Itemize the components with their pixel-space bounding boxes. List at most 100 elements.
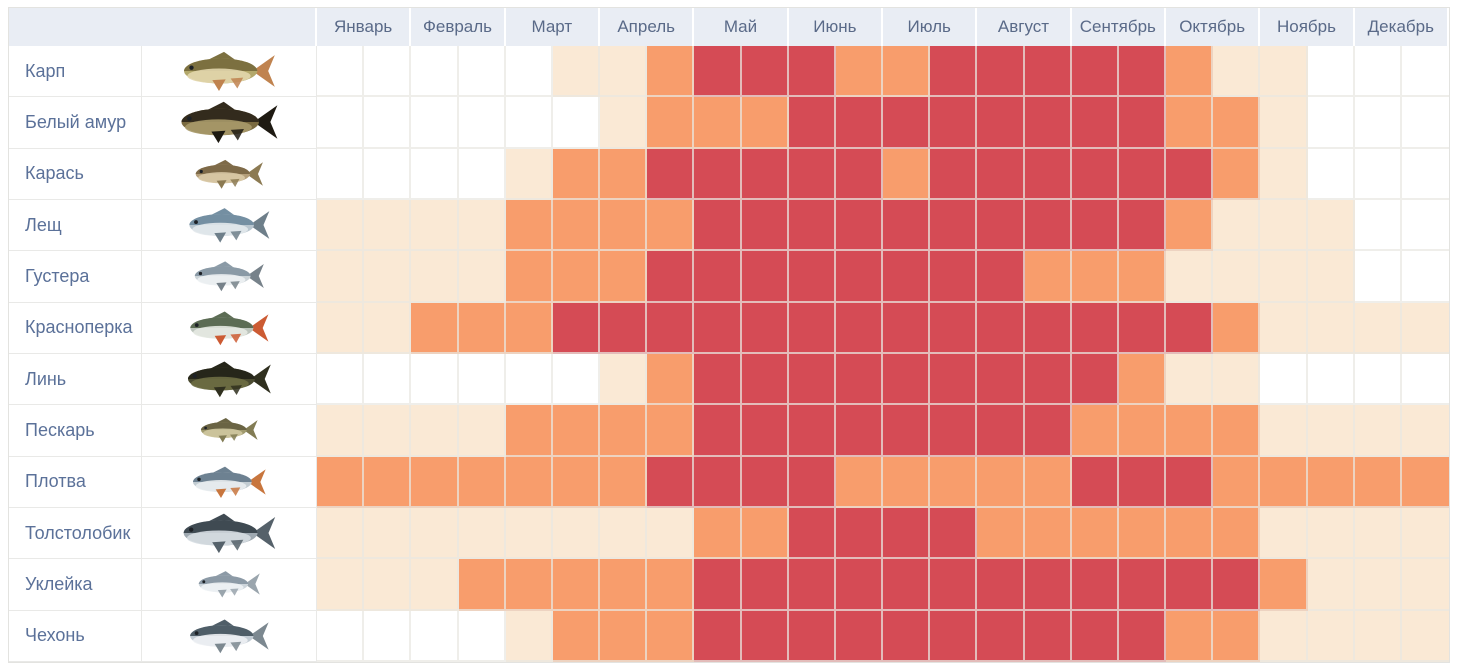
activity-cell <box>317 46 365 98</box>
activity-cell <box>930 610 978 662</box>
roach-fish-icon <box>189 465 269 499</box>
month-header-10: Октябрь <box>1166 8 1261 46</box>
activity-cell <box>458 353 506 406</box>
activity-cell <box>1401 405 1449 457</box>
activity-cell <box>1024 456 1072 508</box>
activity-cell <box>741 251 789 303</box>
activity-cell <box>1354 251 1402 303</box>
activity-cell <box>694 97 742 149</box>
activity-cell <box>694 559 742 611</box>
activity-cell <box>1118 559 1166 611</box>
activity-cell <box>835 456 883 508</box>
activity-cell <box>317 456 365 508</box>
activity-cell <box>930 46 978 98</box>
activity-cell <box>741 559 789 611</box>
activity-cell <box>317 405 365 457</box>
activity-cell <box>835 302 883 354</box>
activity-cell <box>788 302 836 354</box>
activity-cell <box>1354 456 1402 508</box>
fish-image-cell <box>142 610 317 662</box>
activity-cell <box>694 456 742 508</box>
activity-cell <box>930 353 978 406</box>
fish-image-cell <box>142 302 317 354</box>
activity-cell <box>883 302 931 354</box>
activity-cell <box>977 456 1025 508</box>
activity-cell <box>458 302 506 354</box>
activity-cell <box>1118 199 1166 252</box>
activity-cell <box>1071 97 1119 149</box>
activity-cell <box>977 46 1025 98</box>
activity-cell <box>1307 97 1355 149</box>
activity-cell <box>600 148 648 200</box>
fish-name-label: Плотва <box>9 456 142 508</box>
activity-cell <box>647 405 695 457</box>
activity-cell <box>505 559 553 611</box>
activity-cell <box>1354 199 1402 252</box>
activity-cell <box>600 405 648 457</box>
activity-cell <box>600 199 648 252</box>
activity-cell <box>883 199 931 252</box>
sabrefish-fish-icon <box>170 618 288 654</box>
activity-cell <box>411 148 459 200</box>
activity-cell <box>883 353 931 406</box>
activity-cell <box>694 251 742 303</box>
activity-cell <box>647 610 695 662</box>
table-corner-header <box>9 8 317 46</box>
white-bream-fish-icon <box>191 258 267 294</box>
activity-cell <box>835 405 883 457</box>
activity-cell <box>1166 559 1214 611</box>
activity-cell <box>694 507 742 560</box>
activity-cell <box>552 353 600 406</box>
activity-cell <box>1118 405 1166 457</box>
activity-cell <box>505 610 553 662</box>
activity-cell <box>1307 353 1355 406</box>
activity-cell <box>411 456 459 508</box>
month-header-7: Июль <box>883 8 978 46</box>
activity-cell <box>1024 199 1072 252</box>
activity-cell <box>1213 405 1261 457</box>
activity-cell <box>1307 148 1355 200</box>
activity-cell <box>364 507 412 560</box>
activity-cell <box>1401 199 1449 252</box>
gudgeon-fish-icon <box>194 417 264 443</box>
activity-cell <box>741 353 789 406</box>
activity-cell <box>1260 251 1308 303</box>
activity-cell <box>741 507 789 560</box>
activity-cell <box>1354 353 1402 406</box>
activity-cell <box>1024 251 1072 303</box>
activity-cell <box>647 353 695 406</box>
activity-cell <box>317 559 365 611</box>
fish-name-label: Пескарь <box>9 405 142 457</box>
activity-cell <box>411 199 459 252</box>
activity-cell <box>505 148 553 200</box>
activity-cell <box>317 610 365 662</box>
activity-cell <box>1024 610 1072 662</box>
activity-cell <box>411 507 459 560</box>
activity-cell <box>600 507 648 560</box>
activity-cell <box>1024 507 1072 560</box>
activity-cell <box>552 97 600 149</box>
activity-cell <box>1118 251 1166 303</box>
activity-cell <box>883 97 931 149</box>
activity-cell <box>505 405 553 457</box>
activity-cell <box>1213 199 1261 252</box>
activity-cell <box>600 302 648 354</box>
activity-cell <box>411 97 459 149</box>
activity-cell <box>1213 251 1261 303</box>
activity-cell <box>977 559 1025 611</box>
activity-cell <box>883 148 931 200</box>
activity-cell <box>600 610 648 662</box>
activity-cell <box>1213 507 1261 560</box>
activity-cell <box>977 148 1025 200</box>
activity-cell <box>600 559 648 611</box>
activity-cell <box>1024 302 1072 354</box>
activity-cell <box>1166 97 1214 149</box>
activity-cell <box>694 46 742 98</box>
activity-cell <box>647 559 695 611</box>
activity-cell <box>1071 46 1119 98</box>
activity-cell <box>835 251 883 303</box>
activity-cell <box>930 302 978 354</box>
activity-cell <box>364 46 412 98</box>
grass-carp-fish-icon <box>166 100 292 144</box>
activity-cell <box>977 353 1025 406</box>
